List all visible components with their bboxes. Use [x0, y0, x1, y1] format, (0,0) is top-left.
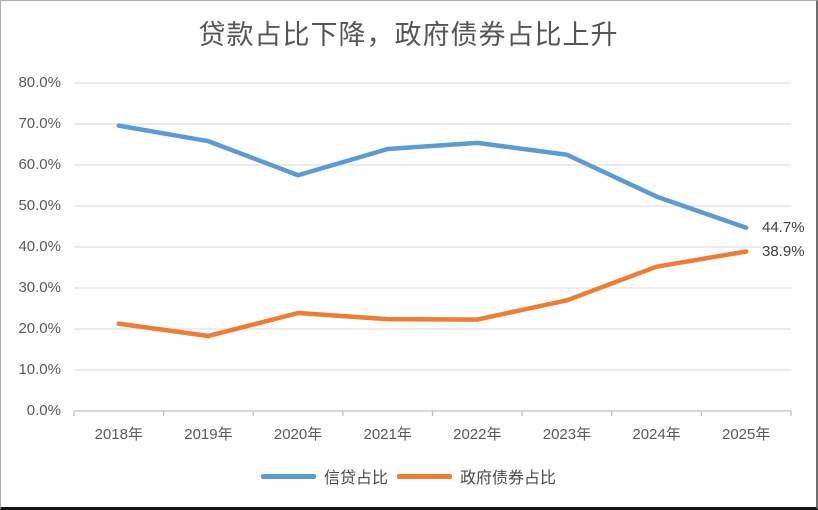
data-label-政府债券占比: 38.9%: [762, 242, 805, 260]
legend-item-政府债券占比: 政府债券占比: [397, 464, 556, 488]
chart-legend: 信贷占比 政府债券占比: [1, 464, 816, 488]
x-tick-label: 2019年: [184, 426, 233, 443]
legend-line-swatch: [397, 473, 452, 479]
y-tick-label: 0.0%: [26, 402, 61, 419]
x-tick-label: 2018年: [94, 426, 143, 443]
x-tick-label: 2022年: [453, 426, 502, 443]
data-label-信贷占比: 44.7%: [762, 218, 805, 236]
legend-label: 信贷占比: [323, 470, 388, 487]
legend-line-swatch: [260, 473, 316, 479]
legend-item-信贷占比: 信贷占比: [260, 464, 388, 488]
y-tick-label: 20.0%: [18, 320, 61, 337]
y-tick-label: 70.0%: [18, 115, 61, 132]
y-tick-label: 40.0%: [18, 238, 61, 255]
x-tick-label: 2021年: [363, 426, 412, 443]
y-tick-label: 60.0%: [18, 156, 61, 173]
x-tick-label: 2023年: [542, 426, 592, 443]
chart-title: 贷款占比下降，政府债券占比上升: [198, 20, 619, 51]
y-tick-label: 30.0%: [18, 279, 61, 296]
y-tick-label: 10.0%: [18, 361, 61, 378]
y-tick-label: 80.0%: [18, 74, 61, 91]
y-tick-label: 50.0%: [18, 197, 61, 214]
x-tick-label: 2025年: [722, 426, 771, 443]
legend-label: 政府债券占比: [460, 470, 557, 487]
series-line-信贷占比: [116, 123, 749, 230]
series-line-政府债券占比: [116, 249, 749, 339]
x-tick-label: 2020年: [273, 426, 323, 443]
x-tick-label: 2024年: [632, 426, 681, 443]
